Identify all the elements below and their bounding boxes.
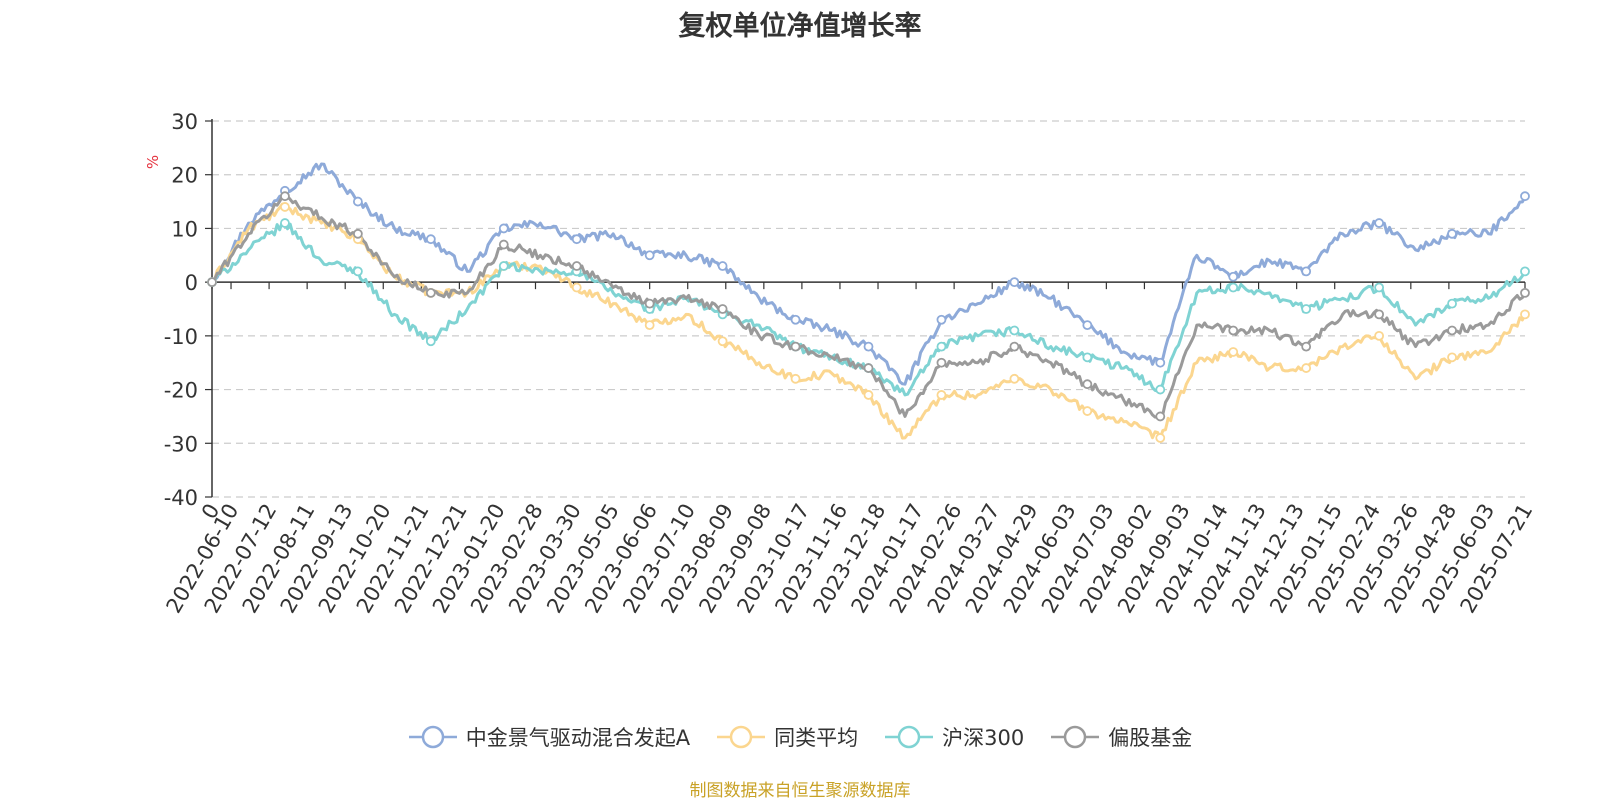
data-point — [1447, 298, 1457, 309]
data-point — [1374, 282, 1385, 293]
legend-item[interactable]: 同类平均 — [716, 722, 858, 752]
data-point — [1155, 433, 1166, 443]
data-point — [1301, 363, 1312, 373]
data-point — [644, 320, 655, 331]
data-point — [936, 357, 947, 368]
legend-line-circle-icon — [885, 725, 934, 749]
y-tick-label: -30 — [164, 432, 198, 456]
data-point — [1228, 271, 1239, 282]
data-point — [717, 304, 728, 314]
data-point — [1447, 352, 1457, 363]
legend-swatch-circle — [897, 725, 921, 749]
data-point — [1082, 406, 1093, 416]
data-point — [936, 314, 947, 325]
data-point — [863, 390, 874, 400]
data-point — [1447, 325, 1457, 336]
data-point — [1155, 357, 1166, 368]
data-point — [936, 390, 947, 400]
data-point — [352, 228, 363, 239]
data-point — [863, 341, 874, 352]
data-point — [790, 373, 801, 384]
data-point — [571, 261, 582, 271]
data-point — [1520, 287, 1530, 298]
y-tick-label: -10 — [164, 325, 198, 349]
legend-item[interactable]: 中金景气驱动混合发起A — [408, 722, 690, 752]
data-point — [1009, 277, 1020, 288]
data-point — [1301, 304, 1312, 314]
data-point — [790, 314, 801, 325]
data-point — [1082, 352, 1093, 363]
y-tick-label: 30 — [171, 110, 198, 134]
data-point — [207, 277, 217, 288]
data-point — [1301, 266, 1312, 277]
legend-item[interactable]: 偏股基金 — [1050, 722, 1192, 752]
y-tick-label: -40 — [164, 486, 198, 510]
data-point — [352, 266, 363, 277]
data-point — [644, 250, 655, 261]
data-point — [1520, 191, 1530, 202]
data-point — [1155, 411, 1166, 422]
legend-swatch-circle — [421, 725, 445, 749]
data-point — [1228, 282, 1239, 293]
data-point — [1082, 379, 1093, 390]
data-point — [790, 341, 801, 352]
data-point — [1228, 347, 1239, 357]
legend-line-circle-icon — [717, 725, 766, 749]
data-point — [571, 234, 582, 245]
data-point — [498, 261, 509, 271]
data-point — [1009, 325, 1020, 336]
chart-title: 复权单位净值增长率 — [678, 11, 922, 42]
data-point — [425, 287, 436, 298]
data-point — [1520, 309, 1530, 320]
data-point — [863, 363, 874, 373]
data-source-note: 制图数据来自恒生聚源数据库 — [689, 781, 911, 801]
data-point — [425, 234, 436, 245]
data-point — [1374, 309, 1385, 320]
data-point — [1009, 341, 1020, 352]
data-point — [1447, 228, 1457, 239]
y-axis-unit-label: % — [144, 155, 162, 169]
data-point — [498, 223, 509, 234]
legend-label: 偏股基金 — [1108, 726, 1193, 750]
data-point — [280, 191, 290, 202]
data-point — [1374, 330, 1385, 341]
y-tick-label: 20 — [171, 164, 198, 188]
data-point — [644, 298, 655, 309]
legend-label: 同类平均 — [774, 726, 859, 750]
data-point — [1301, 341, 1312, 352]
series-line — [210, 194, 1527, 419]
legend-item[interactable]: 沪深300 — [884, 722, 1024, 752]
data-point — [280, 202, 290, 212]
legend-line-circle-icon — [1051, 725, 1100, 749]
data-point — [1374, 218, 1385, 228]
legend-label: 沪深300 — [942, 726, 1025, 750]
data-point — [571, 282, 582, 293]
legend-label: 中金景气驱动混合发起A — [465, 726, 691, 750]
y-tick-label: -20 — [164, 379, 198, 403]
data-point — [1082, 320, 1093, 331]
data-point — [498, 239, 509, 250]
y-tick-label: 10 — [171, 217, 198, 241]
gridlines — [212, 120, 1525, 498]
data-point — [717, 261, 728, 271]
legend-swatch-circle — [1063, 725, 1087, 749]
legend: 中金景气驱动混合发起A 同类平均 沪深300 偏股基金 — [0, 722, 1600, 752]
series-markers — [207, 185, 1530, 443]
data-point — [1228, 325, 1239, 336]
data-point — [936, 341, 947, 352]
data-point — [717, 336, 728, 347]
legend-line-circle-icon — [408, 725, 457, 749]
legend-swatch-circle — [729, 725, 753, 749]
data-point — [352, 196, 363, 207]
data-point — [1520, 266, 1530, 277]
data-point — [1155, 384, 1166, 395]
data-point — [280, 218, 290, 228]
data-point — [1009, 373, 1020, 384]
data-point — [425, 336, 436, 347]
y-tick-label: 0 — [185, 271, 198, 295]
